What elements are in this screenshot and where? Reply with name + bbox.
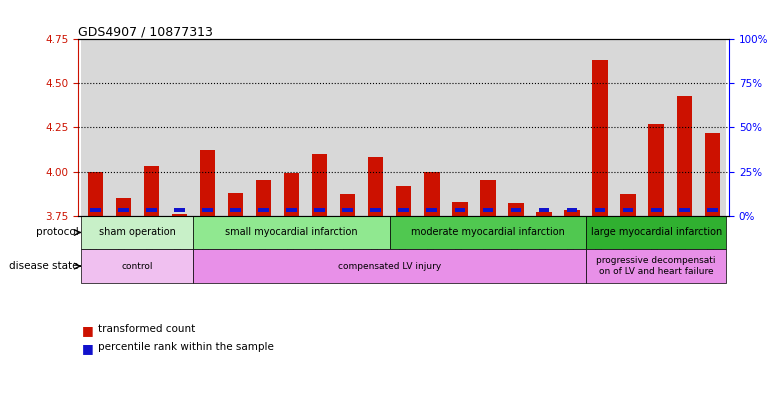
Bar <box>343 208 353 212</box>
Bar <box>707 208 717 212</box>
Bar <box>194 39 221 216</box>
Bar <box>398 208 409 212</box>
Bar <box>194 249 586 283</box>
Bar <box>648 124 664 216</box>
Text: moderate myocardial infarction: moderate myocardial infarction <box>411 228 564 237</box>
Text: protocol: protocol <box>36 228 78 237</box>
Bar <box>536 212 552 216</box>
Text: progressive decompensati
on of LV and heart failure: progressive decompensati on of LV and he… <box>597 256 716 276</box>
Bar <box>508 203 524 216</box>
Bar <box>558 39 586 216</box>
Bar <box>424 172 440 216</box>
Bar <box>426 208 437 212</box>
Bar <box>115 198 131 216</box>
Bar <box>483 208 493 212</box>
Bar <box>82 249 194 283</box>
Bar <box>642 39 670 216</box>
Bar <box>286 208 297 212</box>
Bar <box>480 180 495 216</box>
Bar <box>530 39 558 216</box>
Text: disease state: disease state <box>9 261 78 271</box>
Bar <box>418 39 446 216</box>
Text: compensated LV injury: compensated LV injury <box>338 262 441 271</box>
Bar <box>221 39 249 216</box>
Bar <box>567 208 577 212</box>
Bar <box>474 39 502 216</box>
Bar <box>256 180 271 216</box>
Bar <box>146 208 157 212</box>
Bar <box>651 208 662 212</box>
Bar <box>284 173 299 216</box>
Bar <box>586 249 726 283</box>
Bar <box>593 61 608 216</box>
Bar <box>143 166 159 216</box>
Bar <box>455 208 465 212</box>
Bar <box>109 39 137 216</box>
Bar <box>670 39 699 216</box>
Bar <box>172 214 187 216</box>
Text: small myocardial infarction: small myocardial infarction <box>225 228 358 237</box>
Text: GDS4907 / 10877313: GDS4907 / 10877313 <box>78 25 213 38</box>
Bar <box>278 39 306 216</box>
Bar <box>137 39 165 216</box>
Bar <box>88 172 103 216</box>
Text: percentile rank within the sample: percentile rank within the sample <box>98 342 274 352</box>
Bar <box>622 208 633 212</box>
Bar <box>90 208 100 212</box>
Bar <box>368 158 383 216</box>
Bar <box>390 39 418 216</box>
Bar <box>677 96 692 216</box>
Bar <box>370 208 381 212</box>
Bar <box>82 216 194 249</box>
Text: transformed count: transformed count <box>98 324 195 334</box>
Bar <box>510 208 521 212</box>
Bar <box>340 195 355 216</box>
Bar <box>539 208 550 212</box>
Bar <box>194 216 390 249</box>
Bar <box>586 216 726 249</box>
Bar <box>595 208 605 212</box>
Bar <box>361 39 390 216</box>
Text: control: control <box>122 262 153 271</box>
Bar <box>446 39 474 216</box>
Bar <box>200 151 215 216</box>
Text: ■: ■ <box>82 342 94 355</box>
Bar <box>334 39 361 216</box>
Bar <box>502 39 530 216</box>
Bar <box>312 154 328 216</box>
Bar <box>396 185 412 216</box>
Bar <box>620 195 636 216</box>
Bar <box>258 208 269 212</box>
Bar <box>228 193 243 216</box>
Bar <box>249 39 278 216</box>
Bar <box>586 39 614 216</box>
Text: large myocardial infarction: large myocardial infarction <box>590 228 722 237</box>
Bar <box>614 39 642 216</box>
Bar <box>230 208 241 212</box>
Text: ■: ■ <box>82 324 94 337</box>
Bar <box>699 39 726 216</box>
Bar <box>82 39 109 216</box>
Bar <box>314 208 325 212</box>
Bar <box>564 210 579 216</box>
Bar <box>306 39 334 216</box>
Text: sham operation: sham operation <box>99 228 176 237</box>
Bar <box>174 208 185 212</box>
Bar <box>165 39 194 216</box>
Bar <box>390 216 586 249</box>
Bar <box>705 133 720 216</box>
Bar <box>202 208 212 212</box>
Bar <box>679 208 690 212</box>
Bar <box>452 202 467 216</box>
Bar <box>118 208 129 212</box>
